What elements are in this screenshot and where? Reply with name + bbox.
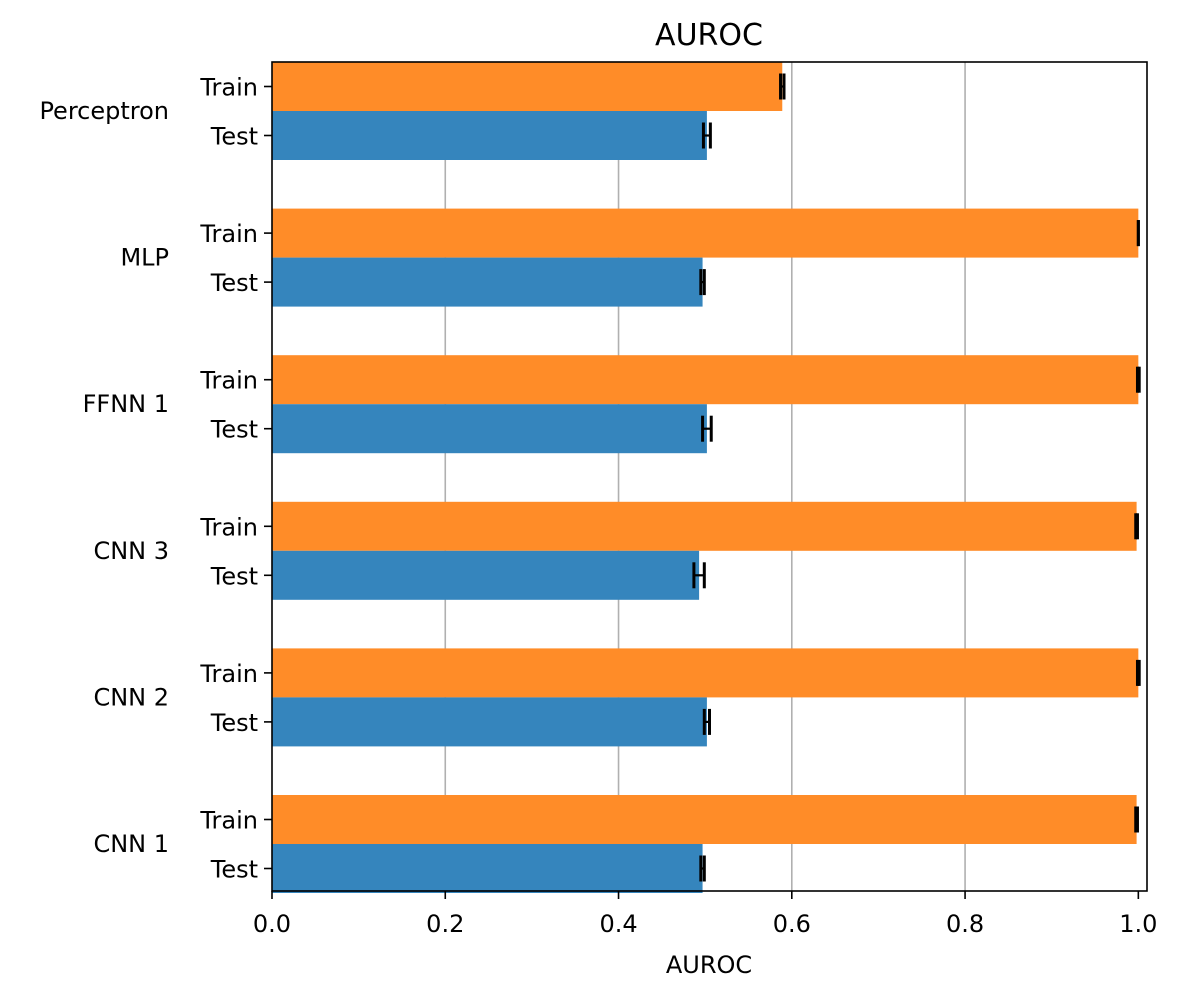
bar-test-5 (272, 844, 703, 893)
bar-test-4 (272, 697, 707, 747)
bar-label-test-4: Test (210, 709, 258, 737)
x-tick-label-3: 0.6 (773, 910, 811, 938)
x-tick-label-0: 0.0 (253, 910, 291, 938)
x-tick-label-4: 0.8 (946, 910, 984, 938)
bar-label-train-1: Train (199, 220, 258, 248)
group-label-2: FFNN 1 (83, 390, 169, 418)
bar-label-test-3: Test (210, 562, 258, 590)
bar-label-test-1: Test (210, 269, 258, 297)
bar-label-train-4: Train (199, 660, 258, 688)
bar-label-test-0: Test (210, 123, 258, 151)
plot-frame (271, 61, 1148, 892)
error-bars (692, 73, 1141, 882)
group-label-3: CNN 3 (93, 537, 169, 565)
bars (272, 62, 1139, 893)
bar-label-train-2: Train (199, 367, 258, 395)
bar-train-2 (272, 355, 1139, 405)
bar-test-3 (272, 550, 700, 600)
x-tick-label-5: 1.0 (1119, 910, 1157, 938)
bar-train-3 (272, 501, 1137, 551)
bar-label-test-5: Test (210, 856, 258, 884)
bar-train-1 (272, 208, 1139, 258)
y-axis: Train Test Perceptron Train Test MLP Train Test… (39, 74, 272, 884)
group-label-4: CNN 2 (93, 683, 169, 711)
x-axis-label: AUROC (666, 951, 752, 979)
bar-test-2 (272, 404, 707, 454)
bar-train-5 (272, 795, 1137, 844)
gridlines (444, 62, 966, 891)
chart-title: AUROC (655, 18, 763, 53)
group-label-1: MLP (120, 244, 169, 272)
bar-train-4 (272, 648, 1139, 698)
x-axis: 0.0 0.2 0.4 0.6 0.8 1.0 (253, 891, 1157, 938)
bar-test-0 (272, 111, 707, 160)
x-tick-label-2: 0.4 (599, 910, 637, 938)
bar-train-0 (272, 62, 783, 111)
group-label-0: Perceptron (39, 97, 169, 125)
group-label-5: CNN 1 (93, 830, 169, 858)
bar-label-train-0: Train (199, 74, 258, 102)
bar-label-train-3: Train (199, 513, 258, 541)
x-tick-label-1: 0.2 (426, 910, 464, 938)
bar-label-test-2: Test (210, 416, 258, 444)
bar-test-1 (272, 257, 703, 307)
bar-label-train-5: Train (199, 807, 258, 835)
